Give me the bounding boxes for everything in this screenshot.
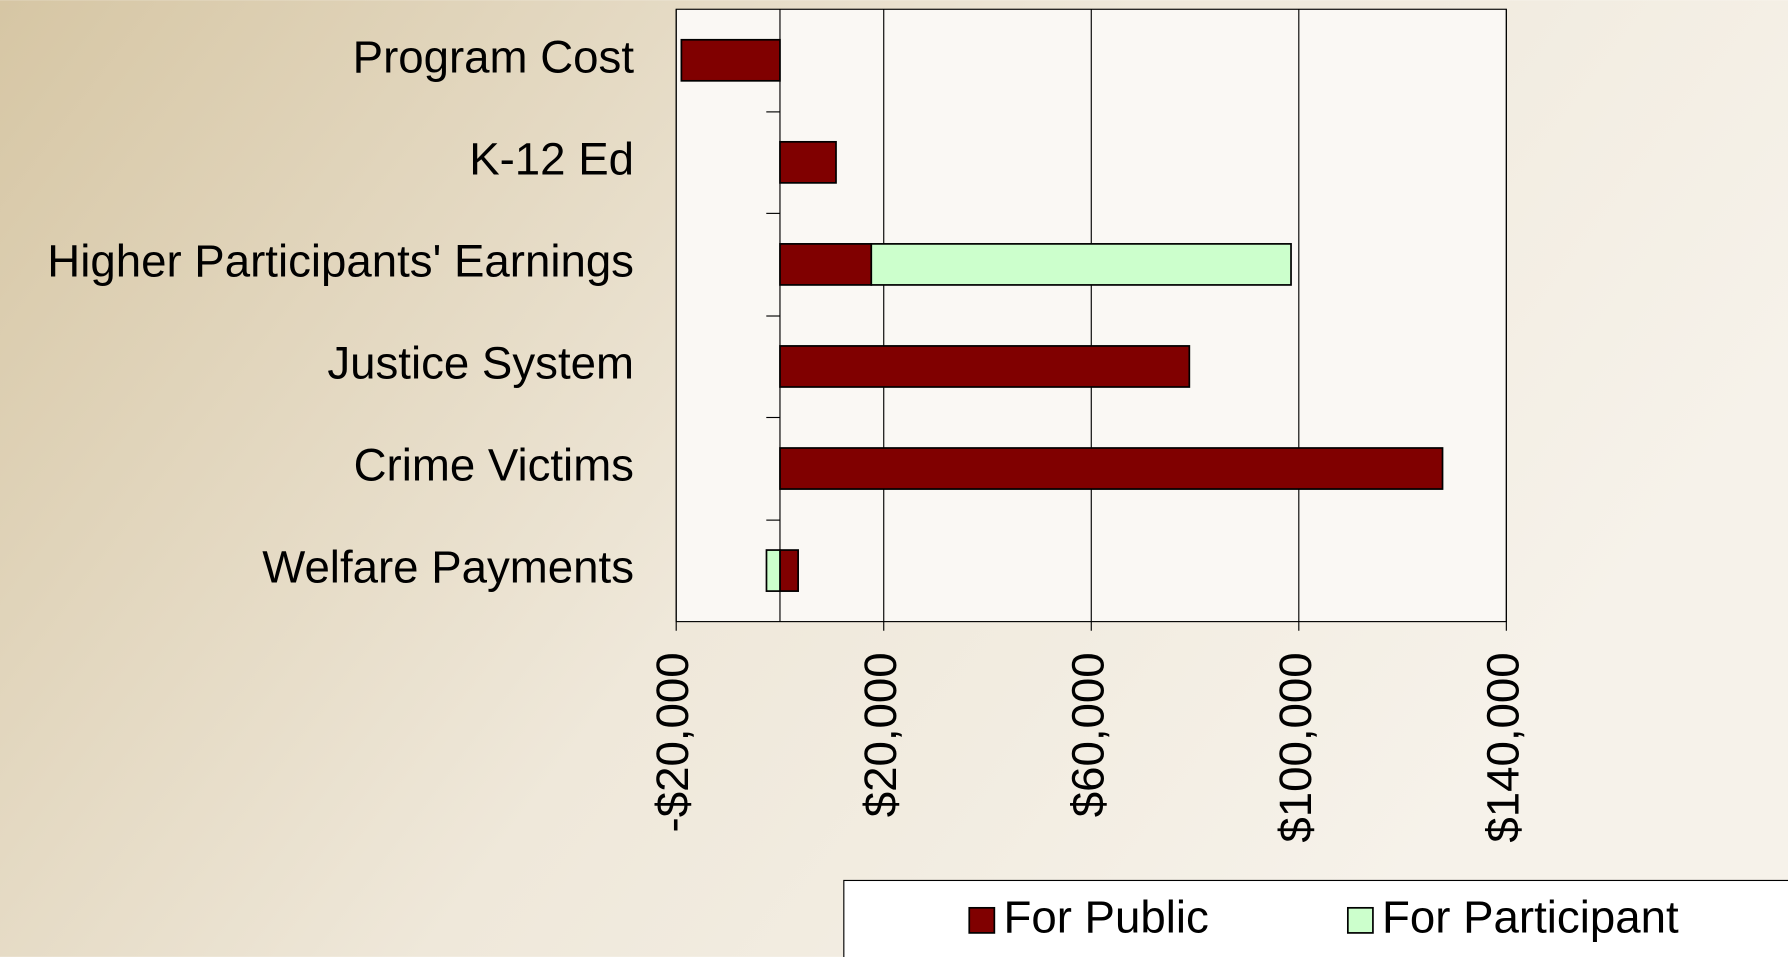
x-tick-label: $100,000 [1270,652,1321,842]
legend-swatch [1346,906,1374,934]
legend-swatch [968,906,996,934]
y-tick-label: Welfare Payments [262,542,634,593]
bar [779,345,1191,388]
legend-box [843,879,1788,957]
bar [765,549,781,592]
bar [870,243,1292,286]
y-tick-label: Crime Victims [354,440,634,491]
y-tick-label: Higher Participants' Earnings [47,235,634,286]
bar [779,140,837,184]
x-tick-label: -$20,000 [647,652,698,832]
y-tick-label: Program Cost [353,31,635,82]
x-tick-label: $60,000 [1062,652,1113,817]
y-tick-label: K-12 Ed [469,133,634,184]
x-tick-label: $140,000 [1477,652,1528,842]
category-ticks [766,111,780,521]
bar [779,447,1444,490]
bar [779,549,799,592]
legend-label: For Public [1003,891,1208,942]
legend-label: For Participant [1382,891,1679,942]
bar [779,243,873,286]
bar [680,38,781,82]
x-tick-label: $20,000 [855,652,906,817]
y-tick-label: Justice System [327,338,634,389]
